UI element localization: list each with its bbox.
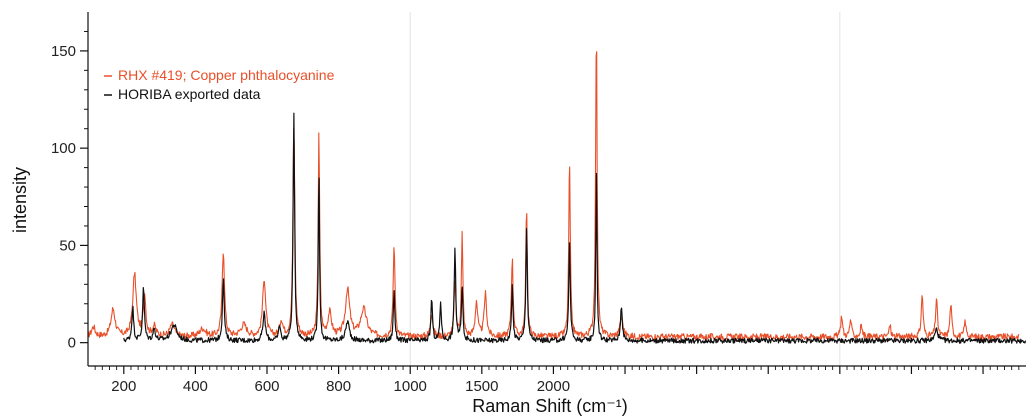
x-tick-label: 800 (326, 378, 351, 395)
y-tick-label: 150 (51, 43, 76, 60)
x-tick-label: 2000 (537, 378, 570, 395)
legend-label-2: HORIBA exported data (118, 86, 261, 102)
x-axis-title: Raman Shift (cm⁻¹) (472, 396, 628, 416)
x-tick-label: 200 (111, 378, 136, 395)
series-line-2 (123, 112, 1027, 344)
legend-label-1: RHX #419; Copper phthalocyanine (118, 67, 335, 83)
grid-lines (409, 12, 841, 366)
y-tick-label: 100 (51, 140, 76, 157)
axes: 0 50 100 150 200 400 600 800 1000 1500 2000 (51, 12, 1026, 395)
x-tick-label: 1000 (394, 378, 427, 395)
x-tick-label: 600 (254, 378, 279, 395)
x-tick-label: 1500 (465, 378, 498, 395)
x-tick-label: 400 (183, 378, 208, 395)
y-axis-title: intensity (10, 167, 30, 233)
series-line-1 (87, 51, 1020, 341)
y-tick-label: 50 (59, 237, 76, 254)
series-layer (87, 51, 1027, 344)
y-tick-label: 0 (68, 335, 76, 352)
legend: RHX #419; Copper phthalocyanine HORIBA ex… (104, 67, 335, 102)
